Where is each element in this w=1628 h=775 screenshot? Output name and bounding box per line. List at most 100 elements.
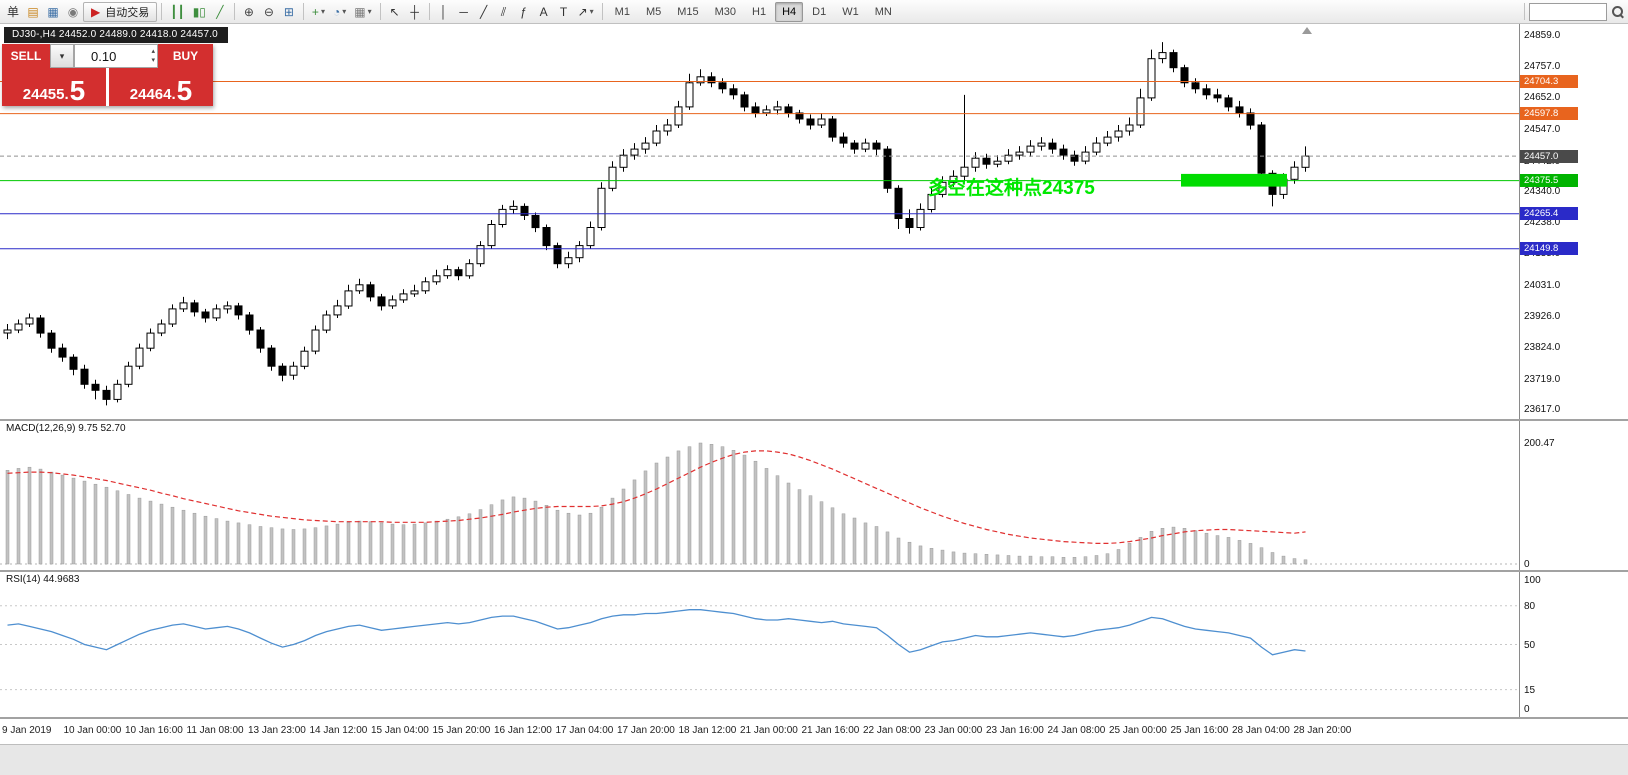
search-icon[interactable] [1611,5,1625,19]
tile-windows-icon[interactable]: ⊞ [279,2,299,22]
navigator-icon[interactable]: ◉ [63,2,83,22]
trade-panel-top-row: SELL ▾ 0.10 ▴ ▾ BUY [2,44,213,68]
symbol-tab[interactable]: DJ30-,H4 24452.0 24489.0 24418.0 24457.0 [4,27,228,43]
new-chart-icon-dropdown[interactable]: ▾ [320,7,325,16]
time-axis-label: 10 Jan 16:00 [125,725,183,736]
chart-annotation[interactable]: 多空在这种点24375 [928,178,1095,200]
price-level-badge[interactable]: 24149.8 [1520,242,1578,256]
price-tick: 24757.0 [1524,60,1561,72]
panel-splitter[interactable] [0,570,1628,572]
price-level-badge[interactable]: 24597.8 [1520,107,1578,121]
autotrading-button: ▶ [91,4,101,19]
time-axis[interactable]: 9 Jan 2019 10 Jan 00:00 10 Jan 16:00 11 Jan… [0,719,1519,744]
period-icon[interactable]: ◔ ▾ [329,2,350,22]
panel-splitter[interactable] [0,419,1628,421]
price-level-badge[interactable]: 24704.3 [1520,75,1578,88]
one-click-trade-panel: SELL ▾ 0.10 ▴ ▾ BUY 24455. 5 24464. 5 [2,44,213,106]
time-axis-label: 18 Jan 12:00 [678,725,737,736]
timeframe-M15[interactable]: M15 [677,5,699,18]
price-level-badge[interactable]: 24375.5 [1520,174,1578,188]
crosshair-icon[interactable]: ┼ [405,2,425,22]
toolbar-separator [379,3,381,20]
timeframe-H4[interactable]: H4 [775,1,804,22]
label-icon[interactable]: T [554,2,574,22]
price-level-badge[interactable]: 24457.0 [1520,149,1578,163]
price-chart[interactable] [0,24,1519,419]
line-chart-icon: ╱ [216,4,224,19]
trade-options-dropdown[interactable]: ▾ [50,44,74,68]
time-axis-label: 28 Jan 04:00 [1232,725,1290,736]
timeframe-D1[interactable]: D1 [812,5,827,18]
sell-button[interactable]: SELL [2,44,50,68]
toolbar-separator [428,3,430,20]
orders-button-partial[interactable]: 单 [7,5,20,19]
price-level-badge[interactable]: 24265.4 [1520,207,1578,221]
timeframe-MN[interactable]: MN [874,5,892,18]
zoom-out-icon[interactable]: ⊖ [259,2,279,22]
timeframe-M30[interactable]: M30 [714,5,737,18]
arrows-icon-dropdown[interactable]: ▾ [589,7,594,16]
panel-splitter[interactable] [0,717,1628,719]
macd-tick: 0 [1524,559,1530,570]
time-axis-label: 15 Jan 20:00 [432,725,491,736]
new-order-icon[interactable]: ▤ [23,2,43,22]
navigator-icon: ◉ [67,4,79,19]
period-icon-dropdown[interactable]: ▾ [342,7,347,16]
text-icon[interactable]: A [534,2,554,22]
new-chart-icon[interactable]: + ▾ [308,2,329,22]
bottom-strip [0,744,1628,775]
price-tick: 23719.0 [1524,373,1561,385]
fibonacci-icon[interactable]: ƒ [514,2,534,22]
trendline-icon[interactable]: ╱ [474,2,494,22]
buy-price[interactable]: 24464. 5 [109,68,213,106]
channel-icon[interactable]: ⫽ [494,2,514,22]
macd-indicator-panel[interactable] [0,421,1519,570]
autotrading-button[interactable]: ▶ 自动交易 [83,1,158,22]
sell-price-fraction: 5 [69,75,86,106]
timeframe-W1[interactable]: W1 [842,5,859,18]
buy-price-main: 24464. [129,86,176,103]
line-chart-icon[interactable]: ╱ [210,2,230,22]
cursor-icon[interactable]: ↖ [385,2,405,22]
lot-increase-button[interactable]: ▴ [151,48,155,55]
timeframe-group: M1 M5 M15 M30 H1 H4 D1 W1 MN [607,1,900,22]
lot-decrease-button[interactable]: ▾ [151,57,155,64]
timeframe-M5[interactable]: M5 [645,5,662,18]
macd-label: MACD(12,26,9) 9.75 52.70 [6,423,126,434]
lot-size-field[interactable]: 0.10 ▴ ▾ [74,44,158,68]
rsi-tick: 15 [1524,684,1536,696]
vertical-line-icon: │ [439,4,448,19]
toolbar-separator [302,3,304,20]
candlestick-chart-icon: ▮▯ [192,4,206,19]
templates-icon-dropdown[interactable]: ▾ [367,7,372,16]
vertical-line-icon[interactable]: │ [434,2,454,22]
price-tick: 24547.0 [1524,123,1561,135]
toolbar-right [1520,2,1625,21]
rsi-indicator-panel[interactable] [0,572,1519,717]
sell-price[interactable]: 24455. 5 [2,68,109,106]
buy-button[interactable]: BUY [158,44,213,68]
rsi-tick: 80 [1524,600,1536,612]
toolbar: 单 ▤ ▦ ◉ ▶ 自动交易 ┃┃ ▮▯ ╱ ⊕ ⊖ ⊞ + ▾ ◔ ▾ ▦ ▾ ↖ ┼ │ ─ ╱ ⫽ ƒ A T ↗ ▾ M1 M5… [0,0,1628,24]
candlestick-chart-icon[interactable]: ▮▯ [189,2,210,22]
crosshair-icon: ┼ [410,4,419,19]
time-axis-label: 28 Jan 20:00 [1293,725,1352,736]
toolbar-separator [1524,3,1525,20]
arrows-icon[interactable]: ↗ ▾ [574,2,598,22]
horizontal-line-icon[interactable]: ─ [454,2,474,22]
timeframe-H1[interactable]: H1 [752,5,767,18]
symbol-ohlc-text: DJ30-,H4 24452.0 24489.0 24418.0 24457.0 [12,29,218,40]
bar-chart-icon[interactable]: ┃┃ [166,2,188,22]
search-input[interactable] [1529,2,1607,21]
time-axis-label: 24 Jan 08:00 [1047,725,1106,736]
chart-shift-marker[interactable] [1302,27,1312,34]
time-axis-label: 22 Jan 08:00 [863,725,921,736]
highlight-rectangle[interactable] [1181,173,1287,187]
time-axis-label: 13 Jan 23:00 [248,725,306,736]
timeframe-M1[interactable]: M1 [614,5,630,18]
fibonacci-icon: ƒ [520,4,527,19]
zoom-in-icon[interactable]: ⊕ [239,2,259,22]
charts-icon[interactable]: ▦ [43,2,63,22]
templates-icon[interactable]: ▦ ▾ [350,2,375,22]
